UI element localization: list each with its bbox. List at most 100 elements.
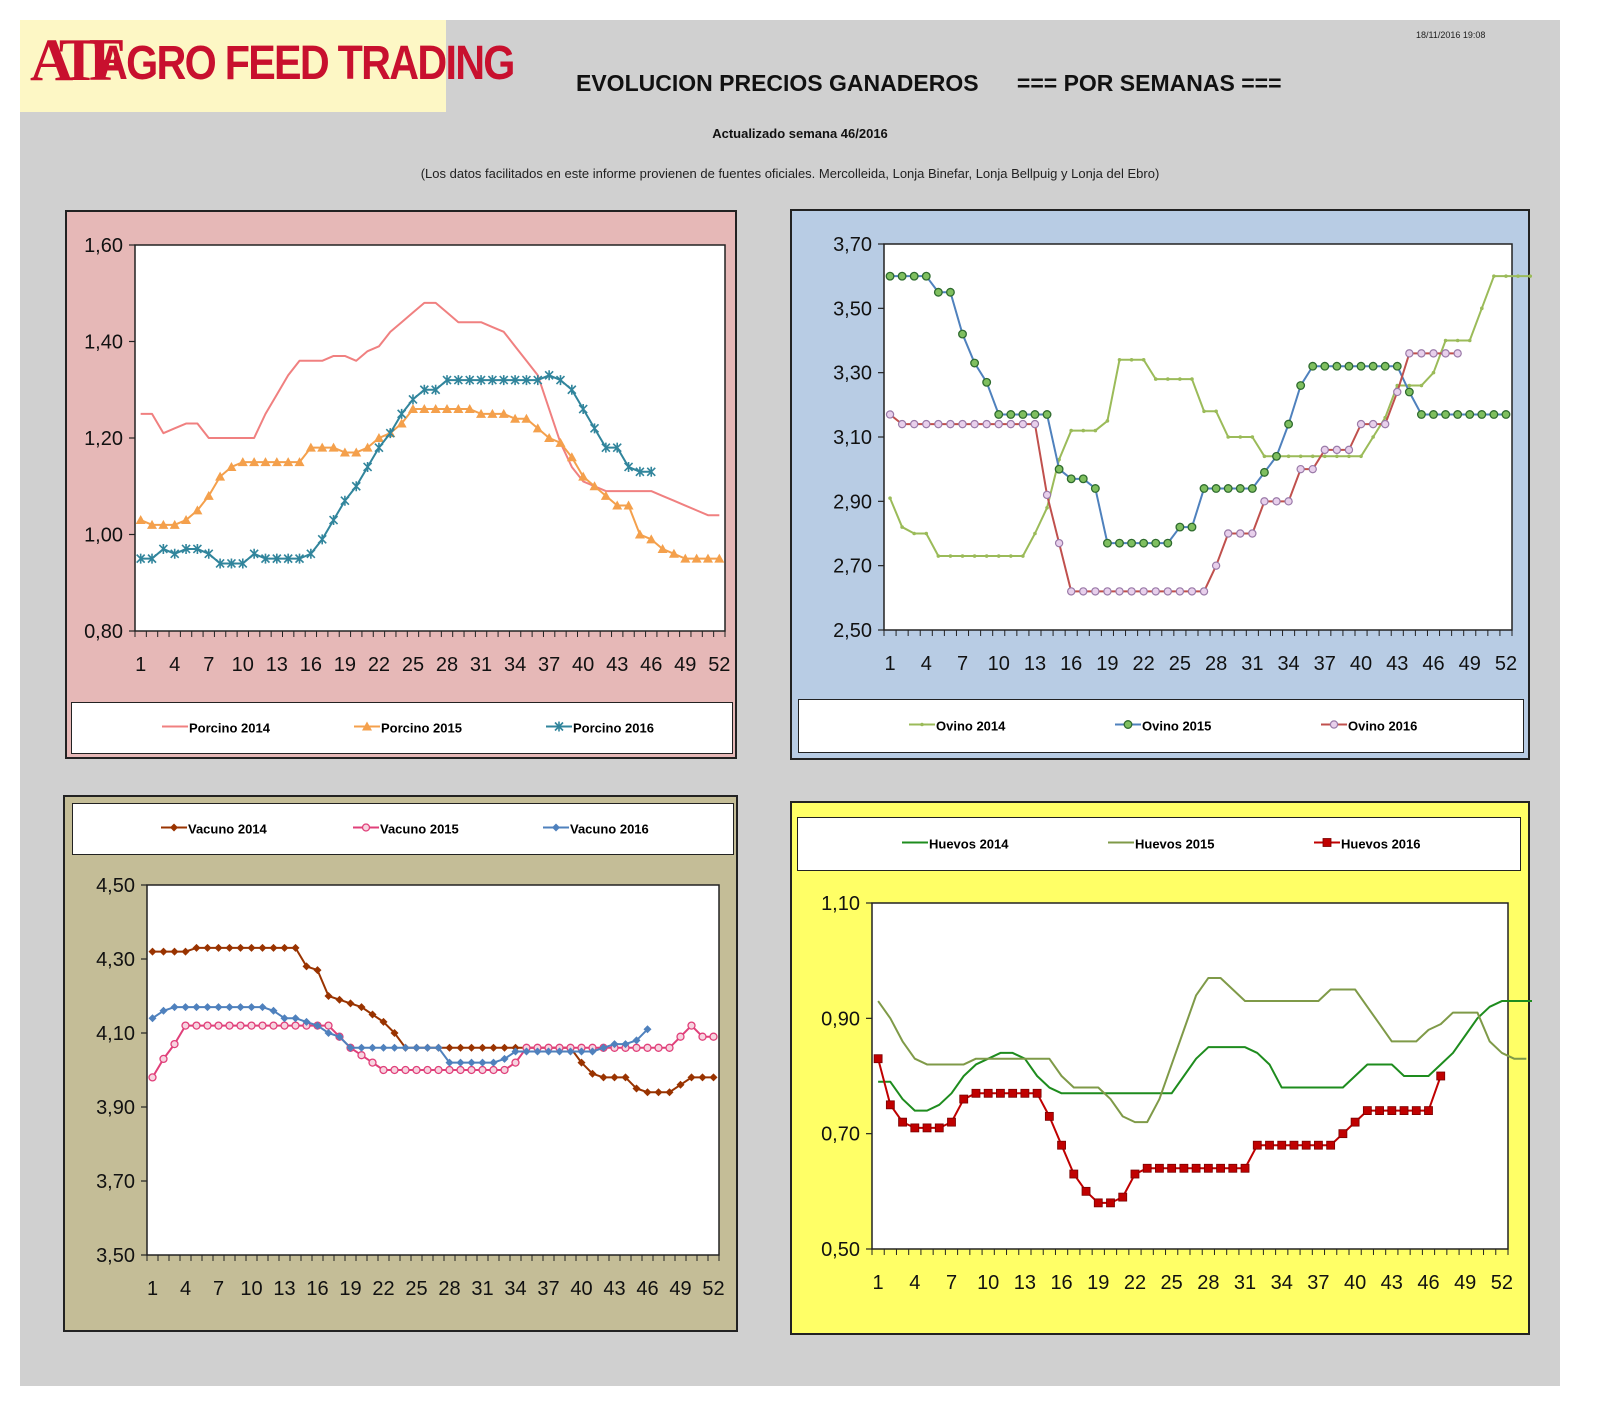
data-point [362,721,372,731]
y-tick-label: 3,70 [833,234,872,256]
x-tick-label: 25 [1169,653,1191,675]
data-point [555,1047,564,1056]
data-point [379,1017,388,1026]
data-point [1216,1163,1225,1173]
x-tick-label: 40 [1350,653,1372,675]
data-point [588,1069,597,1078]
data-point [1018,410,1028,419]
data-point [374,442,384,453]
data-point [945,287,955,297]
data-point [431,384,441,395]
x-tick-label: 46 [1417,1272,1439,1294]
data-point [379,1065,388,1075]
data-point [1265,1140,1274,1150]
x-tick-label: 37 [1314,653,1336,675]
data-point [170,1003,179,1012]
y-tick-label: 0,70 [821,1124,860,1146]
data-point [1093,1198,1103,1208]
data-point [148,1014,157,1023]
data-point [423,1065,432,1075]
data-point [419,384,429,395]
data-point [1021,554,1025,558]
data-point [1436,1071,1446,1081]
series-3 [136,370,656,569]
data-point [1093,428,1098,433]
data-point [498,408,509,418]
plot-area [871,902,1509,1250]
data-point [544,433,555,442]
data-point [291,1014,300,1023]
x-tick-label: 25 [402,654,424,676]
data-point [280,1021,289,1030]
data-point [203,490,214,500]
data-point [467,1058,476,1067]
data-point [379,1043,388,1052]
data-point [1199,484,1209,493]
data-point [1272,497,1281,506]
data-point [159,1006,168,1015]
data-point [1424,1106,1433,1116]
data-point [148,947,157,956]
data-point [225,943,234,952]
legend-swatch-graphic [909,722,935,727]
x-tick-label: 7 [946,1272,957,1294]
x-tick-label: 49 [1454,1272,1476,1294]
data-point [340,495,350,506]
data-point [1323,454,1327,459]
data-point [885,271,895,281]
x-tick-label: 1 [884,653,895,675]
data-point [1042,410,1052,419]
data-point [657,543,668,553]
x-tick-label: 10 [240,1278,262,1300]
data-point [1392,361,1402,371]
data-point [302,962,311,971]
data-point [936,554,941,558]
data-point [181,1021,190,1030]
data-point [1155,1163,1164,1173]
data-point [170,1039,179,1049]
data-point [280,1014,289,1023]
legend-swatch [353,821,380,838]
data-point [215,558,225,569]
logo-mark: ATF [30,27,125,93]
legend-huevos: Huevos 2014 Huevos 2015 Huevos 2016 [797,817,1521,871]
x-tick-label: 10 [988,653,1010,675]
data-point [442,375,452,386]
data-point [1260,497,1269,506]
legend-swatch [546,720,573,737]
data-point [159,947,168,956]
legend-item: Porcino 2016 [546,720,654,737]
data-point [567,384,577,395]
series-3 [873,1054,1446,1208]
data-point [1314,1140,1323,1150]
legend-swatch [543,821,570,838]
data-point [1308,361,1318,371]
data-point [401,1043,410,1052]
legend-swatch-graphic [902,841,928,844]
data-point [1393,387,1402,397]
data-point [170,823,178,832]
legend-vacuno: Vacuno 2014 Vacuno 2015 Vacuno 2016 [72,803,734,855]
data-point [390,1043,399,1052]
data-point [544,370,554,381]
x-tick-label: 16 [1060,653,1082,675]
data-point [680,553,691,563]
chart-vacuno-panel: 4,50 4,30 4,10 3,90 3,70 3,50 1 4 7 10 13 16 19 22 25 2… [63,795,738,1332]
data-point [1338,1129,1348,1139]
data-point [1211,561,1221,570]
data-point [521,413,532,423]
data-point [676,1032,685,1041]
data-point [258,1003,267,1012]
data-point [1006,410,1016,419]
x-tick-label: 43 [606,654,628,676]
data-point [1489,410,1499,419]
data-point [621,1040,630,1049]
x-tick-label: 46 [640,654,662,676]
data-point [599,1073,608,1082]
data-point [1320,361,1330,371]
x-tick-label: 4 [921,653,932,675]
legend-swatch-graphic [543,823,569,832]
data-point [709,1032,718,1041]
plot-area [883,243,1513,631]
data-point [351,447,362,457]
